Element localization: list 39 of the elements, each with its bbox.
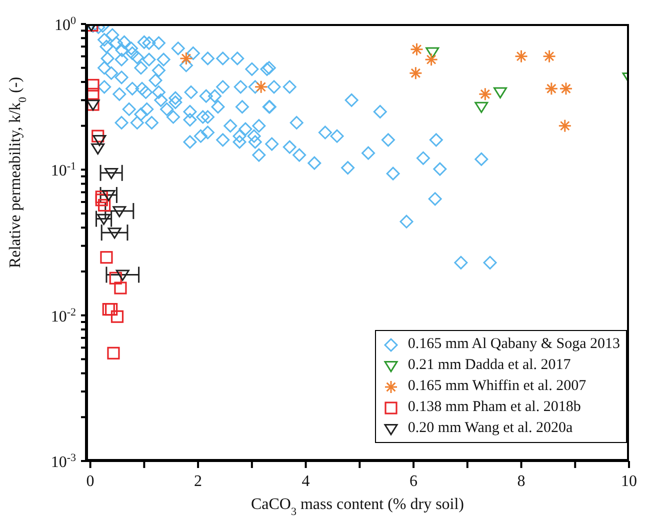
- x-tick-label: 8: [517, 473, 526, 490]
- point: [86, 78, 100, 92]
- point: [98, 198, 111, 212]
- y-tick-label: 10$^{-2}$: [50, 306, 76, 326]
- point: [116, 270, 130, 281]
- x-tick-label: 4: [302, 473, 310, 490]
- point: [91, 143, 105, 155]
- point: [112, 206, 126, 218]
- point: [95, 194, 108, 206]
- legend-label: 0.165 mm Whiffin et al. 2007: [408, 378, 586, 395]
- point: [92, 134, 106, 146]
- x-tick-label: 6: [410, 473, 418, 490]
- legend-label: 0.138 mm Pham et al. 2018b: [408, 399, 581, 416]
- point: [108, 228, 122, 239]
- y-tick-label: 10$^{-1}$: [50, 160, 76, 180]
- point: [97, 214, 111, 225]
- point: [95, 190, 108, 204]
- legend-label: 0.21 mm Dadda et al. 2017: [408, 357, 571, 374]
- point: [104, 168, 118, 180]
- point: [474, 102, 488, 113]
- point: [494, 87, 508, 98]
- x-tick-label: 0: [86, 473, 94, 490]
- point: [110, 310, 124, 323]
- point: [92, 130, 104, 142]
- point: [100, 251, 113, 264]
- x-tick-label: 10: [621, 473, 637, 490]
- point: [114, 282, 127, 294]
- x-axis-title: CaCO$_{3}$ mass content (% dry soil): [250, 496, 464, 518]
- legend-label: 0.165 mm Al Qabany & Soga 2013: [408, 336, 620, 353]
- legend-label: 0.20 mm Wang et al. 2020a: [408, 420, 573, 437]
- point: [105, 303, 118, 316]
- point: [102, 190, 116, 202]
- point: [107, 346, 120, 360]
- x-tick-label: 2: [194, 473, 202, 490]
- point: [109, 272, 122, 284]
- y-tick-label: 10$^{0}$: [54, 15, 76, 34]
- y-tick-label: 10$^{-3}$: [50, 452, 76, 471]
- point: [102, 303, 115, 316]
- point: [426, 47, 440, 58]
